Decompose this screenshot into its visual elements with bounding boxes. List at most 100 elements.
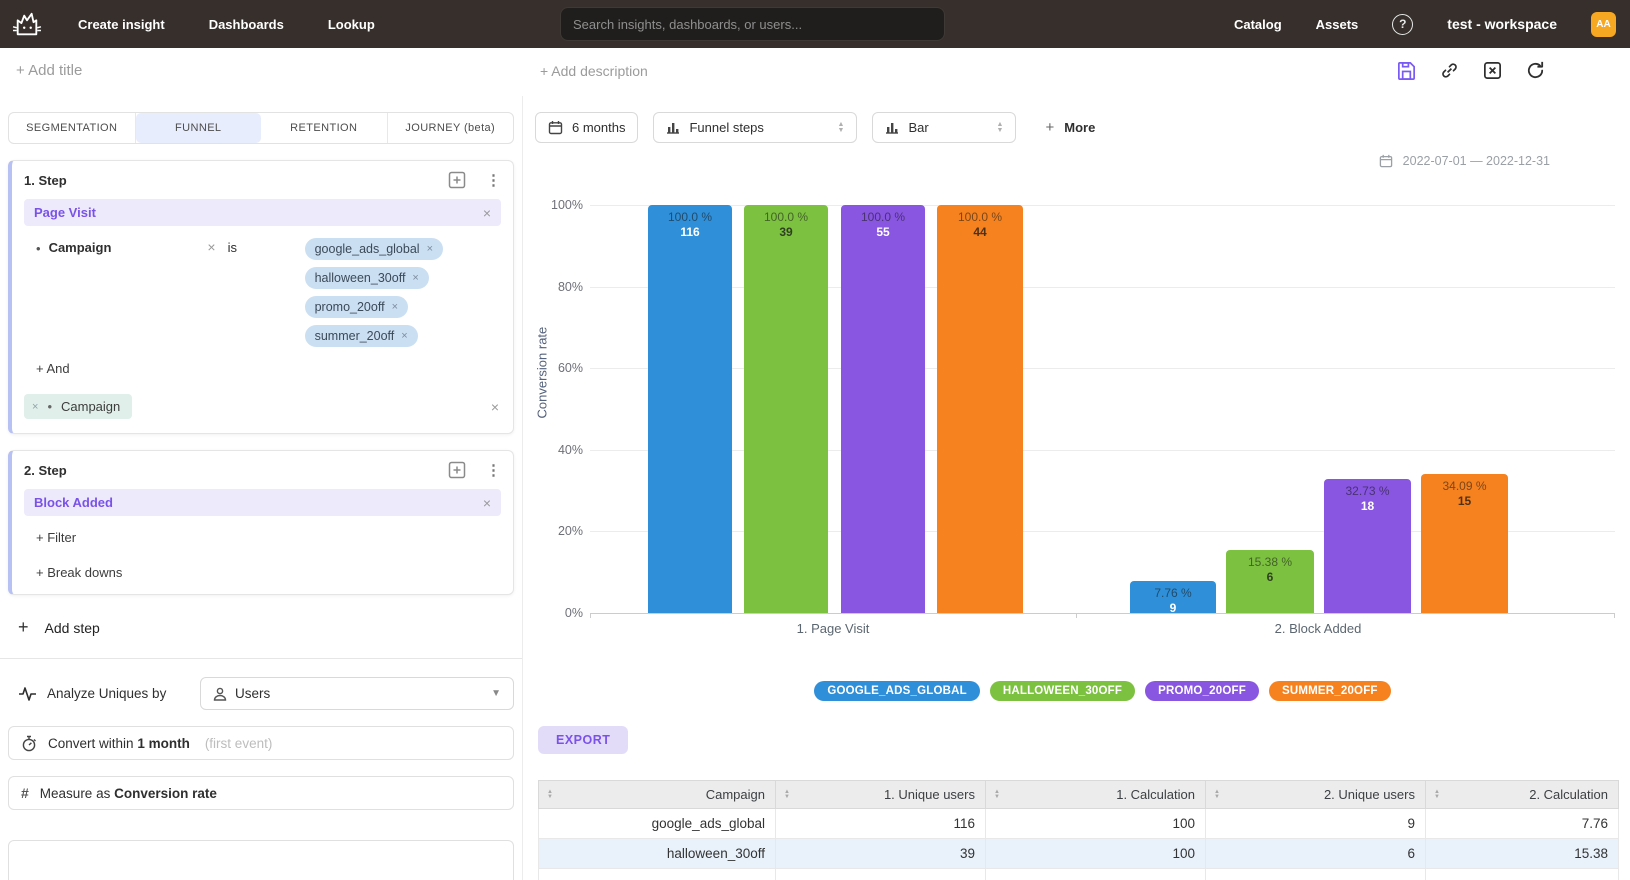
filter-value-chip[interactable]: summer_20off ×	[304, 325, 418, 347]
avatar[interactable]: AA	[1591, 11, 1616, 37]
remove-breakdown-icon[interactable]: ×	[32, 400, 39, 413]
tab-funnel[interactable]: FUNNEL	[135, 113, 261, 143]
nav-create-insight[interactable]: Create insight	[78, 16, 165, 32]
add-filter-link[interactable]: + Filter	[36, 530, 77, 545]
y-tick: 20%	[557, 524, 583, 538]
remove-value-icon[interactable]: ×	[412, 272, 419, 284]
tab-segmentation[interactable]: SEGMENTATION	[9, 113, 136, 143]
remove-value-icon[interactable]: ×	[391, 301, 398, 313]
analyze-row: Analyze Uniques by Users ▼	[8, 677, 514, 710]
tab-retention[interactable]: RETENTION	[261, 113, 388, 143]
hash-icon: #	[21, 785, 29, 801]
results-table: ▲ ▼ Campaign ▲ ▼ 1. Unique users ▲ ▼ 1. Cal…	[538, 780, 1619, 880]
bar-promo-20off-step1[interactable]: 100.0 % 55	[841, 205, 925, 613]
step-2-event[interactable]: Block Added ×	[24, 489, 501, 516]
refresh-icon[interactable]	[1525, 60, 1546, 81]
remove-event-icon[interactable]: ×	[482, 204, 491, 221]
save-icon[interactable]	[1396, 60, 1417, 81]
filter-property[interactable]: Campaign	[48, 240, 112, 255]
nav-assets[interactable]: Assets	[1315, 16, 1359, 32]
bar-halloween-30off-step2[interactable]: 15.38 % 6	[1226, 550, 1314, 613]
bar-promo-20off-step2[interactable]: 32.73 % 18	[1324, 479, 1411, 613]
clipped-option-box[interactable]	[8, 840, 514, 880]
funnel-bar-chart: Conversion rate 100% 80% 60% 40% 20% 0% …	[523, 96, 1630, 716]
remove-value-icon[interactable]: ×	[401, 330, 408, 342]
nav-right-group: Catalog Assets ? test - workspace AA	[1234, 0, 1616, 48]
chart-controls: 6 months Funnel steps ▲ ▼	[535, 112, 1095, 143]
nav-dashboards[interactable]: Dashboards	[208, 16, 284, 32]
bar-halloween-30off-step1[interactable]: 100.0 % 39	[744, 205, 828, 613]
add-breakdown-link[interactable]: + Break downs	[36, 565, 123, 580]
conversion-window-button[interactable]: Convert within 1 month (first event)	[8, 726, 514, 760]
workspace-selector[interactable]: test - workspace	[1447, 16, 1557, 32]
applied-date-range[interactable]: 2022-07-01 — 2022-12-31	[1379, 154, 1550, 168]
table-row[interactable]: halloween_30off 39 100 6 15.38	[538, 838, 1619, 869]
add-description-field[interactable]: + Add description	[540, 63, 648, 79]
bar-google-ads-global-step2[interactable]: 7.76 % 9	[1130, 581, 1216, 615]
step-menu-icon[interactable]: ⋮	[486, 461, 501, 479]
col-calculation-2[interactable]: ▲ ▼ 2. Calculation	[1425, 780, 1619, 809]
stopwatch-icon	[22, 735, 36, 751]
sort-icon[interactable]: ▲ ▼	[547, 788, 553, 800]
nav-lookup[interactable]: Lookup	[327, 16, 375, 32]
filter-operator[interactable]: is	[227, 240, 237, 255]
measure-as-button[interactable]: # Measure as Conversion rate	[8, 776, 514, 810]
sort-icon[interactable]: ▲ ▼	[1434, 788, 1440, 800]
select-arrows-icon: ▲ ▼	[996, 120, 1004, 134]
step-1-event[interactable]: Page Visit ×	[24, 199, 501, 226]
nav-catalog[interactable]: Catalog	[1233, 16, 1282, 32]
clear-breakdown-icon[interactable]: ×	[490, 398, 499, 415]
legend-google-ads-global[interactable]: GOOGLE_ADS_GLOBAL	[814, 681, 980, 701]
tab-journey[interactable]: JOURNEY (beta)	[405, 122, 496, 134]
bar-summer-20off-step1[interactable]: 100.0 % 44	[937, 205, 1023, 613]
date-range-button[interactable]: 6 months	[535, 112, 639, 143]
step-card-2: 2. Step ⋮ Block Added × + Filter + Break…	[8, 450, 514, 595]
step-2-title: 2. Step	[24, 462, 67, 478]
filter-value-chip[interactable]: promo_20off ×	[304, 296, 408, 318]
bar-google-ads-global-step1[interactable]: 100.0 % 116	[648, 205, 732, 613]
col-unique-users-1[interactable]: ▲ ▼ 1. Unique users	[775, 780, 986, 809]
add-title-field[interactable]: + Add title	[16, 62, 83, 79]
global-search-input[interactable]	[560, 7, 945, 41]
query-builder-panel: SEGMENTATION FUNNEL RETENTION JOURNEY (b…	[0, 96, 523, 880]
add-step-button[interactable]: + Add step	[18, 617, 100, 637]
remove-filter-icon[interactable]: ×	[207, 239, 216, 255]
add-and-filter[interactable]: + And	[36, 361, 70, 376]
remove-value-icon[interactable]: ×	[426, 243, 433, 255]
export-button[interactable]: EXPORT	[538, 726, 629, 754]
brand-logo[interactable]	[10, 9, 44, 39]
step-1-title: 1. Step	[24, 172, 67, 188]
col-unique-users-2[interactable]: ▲ ▼ 2. Unique users	[1205, 780, 1426, 809]
add-event-icon[interactable]	[448, 461, 466, 479]
more-options-button[interactable]: + More	[1045, 119, 1096, 136]
step-menu-icon[interactable]: ⋮	[486, 171, 501, 189]
help-icon[interactable]: ?	[1392, 13, 1414, 35]
legend-summer-20off[interactable]: SUMMER_20OFF	[1268, 681, 1391, 701]
copy-link-icon[interactable]	[1439, 60, 1460, 81]
group-by-select[interactable]: Funnel steps ▲ ▼	[653, 112, 858, 143]
table-row[interactable]: google_ads_global 116 100 9 7.76	[538, 808, 1619, 839]
legend-halloween-30off[interactable]: HALLOWEEN_30OFF	[989, 681, 1136, 701]
table-row-clipped[interactable]	[538, 868, 1619, 880]
plot-area: 100.0 % 116 100.0 % 39 100.0 % 55 100.0 …	[590, 205, 1615, 636]
analyze-by-select[interactable]: Users ▼	[200, 677, 514, 710]
bar-chart-icon	[886, 123, 899, 134]
chart-type-select[interactable]: Bar ▲ ▼	[872, 112, 1017, 143]
remove-event-icon[interactable]: ×	[482, 494, 491, 511]
filter-value-chip[interactable]: google_ads_global ×	[304, 238, 443, 260]
calendar-icon	[1379, 154, 1392, 168]
filter-values: google_ads_global × halloween_30off × pr…	[304, 238, 501, 347]
clear-icon[interactable]	[1482, 60, 1503, 81]
filter-value-chip[interactable]: halloween_30off ×	[304, 267, 429, 289]
add-event-icon[interactable]	[448, 171, 466, 189]
sort-icon[interactable]: ▲ ▼	[1214, 788, 1220, 800]
col-campaign[interactable]: ▲ ▼ Campaign	[538, 780, 776, 809]
legend-promo-20off[interactable]: PROMO_20OFF	[1145, 681, 1259, 701]
bar-summer-20off-step2[interactable]: 34.09 % 15	[1421, 474, 1508, 613]
sort-icon[interactable]: ▲ ▼	[784, 788, 790, 800]
sort-icon[interactable]: ▲ ▼	[994, 788, 1000, 800]
breakdown-chip[interactable]: × • Campaign	[24, 394, 133, 419]
col-calculation-1[interactable]: ▲ ▼ 1. Calculation	[985, 780, 1206, 809]
y-axis-title: Conversion rate	[534, 326, 550, 419]
